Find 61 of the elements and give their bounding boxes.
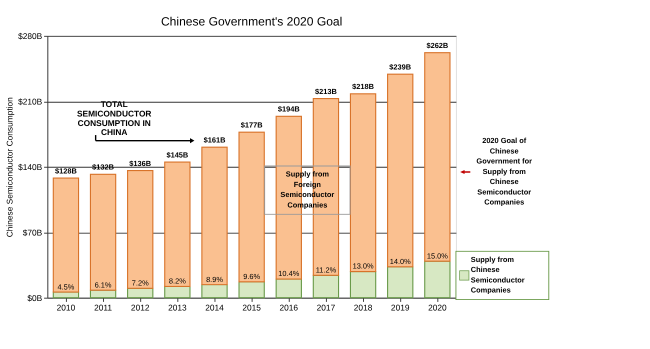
y-tick-label: $210B [18,96,43,107]
total-label: $128B [55,166,78,176]
annotation: 11.2% [316,265,337,274]
bar [387,266,414,298]
annotation: 13.0% [352,262,374,271]
bar [201,284,228,298]
x-tick-label: 2011 [94,302,112,312]
series-label: Supply from Foreign Semiconductor Companies [280,170,334,210]
bar [52,292,80,298]
x-tick-label: 2018 [354,302,373,312]
bar [127,170,154,289]
annotation: 8.9% [206,274,224,284]
bar [387,74,414,268]
bar [312,274,340,298]
bar [424,260,451,298]
total-label: $194B [278,104,300,114]
bar [201,146,228,286]
chart-title: Chinese Government's 2020 Goal [160,14,342,29]
y-tick-label: $280B [18,31,43,42]
total-label: $239B [389,62,412,72]
bar [350,93,376,272]
x-tick-label: 2015 [242,302,262,312]
bar [52,177,80,293]
total-label: $218B [352,82,375,92]
x-tick-label: 2013 [168,302,187,312]
bar [276,278,302,298]
annotation: 10.4% [278,269,300,278]
annotation: 15.0% [426,251,448,260]
bar [424,52,451,262]
bar [164,286,191,298]
total-label: $161B [204,136,226,145]
y-tick-label: $0B [27,292,43,303]
x-tick-label: 2016 [280,302,298,312]
total-label: $145B [166,150,189,160]
text: 2020 Goal of Chinese Government for Supply from Chinese Semiconductor Companies [476,136,532,207]
total-label: $136B [129,158,152,168]
x-tick-label: 2017 [316,302,336,312]
y-axis-title: Chinese Semiconductor Consumption [4,96,15,238]
bar [350,270,376,298]
annotation: 4.5% [57,282,75,292]
bar [127,288,154,298]
annotation: 9.6% [243,272,260,282]
x-tick-label: 2010 [56,302,76,312]
legend-label: Supply from Chinese Semiconductor Companies [470,254,525,295]
y-tick-label: $140B [18,162,43,172]
annotation: 6.1% [94,280,112,290]
y-tick-label: $70B [22,228,43,238]
bar [238,132,265,282]
x-tick-label: 2012 [130,302,150,312]
annotation: 14.0% [390,257,412,266]
bar [90,174,116,291]
total-label: $262B [426,41,449,50]
annotation: 7.2% [132,278,150,288]
annotation: 8.2% [168,276,186,286]
x-tick-label: 2020 [428,302,447,312]
total-label: $213B [315,86,338,96]
x-tick-label: 2014 [205,302,224,312]
x-tick-label: 2019 [390,302,410,312]
bar [238,281,265,298]
bar [164,162,191,288]
total-label: $177B [240,120,264,130]
